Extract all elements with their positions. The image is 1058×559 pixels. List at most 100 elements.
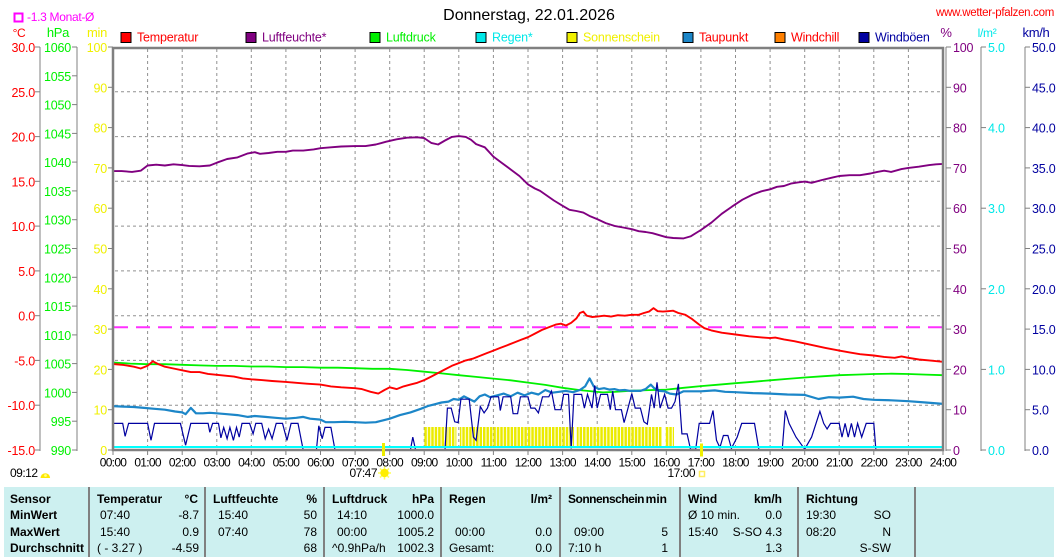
svg-text:20: 20 [953,363,967,377]
svg-text:50: 50 [953,243,967,257]
svg-text:1020: 1020 [44,271,71,285]
svg-text:21:00: 21:00 [826,456,854,470]
svg-text:45.0: 45.0 [1032,81,1056,95]
svg-text:02:00: 02:00 [169,456,197,470]
svg-text:5.0: 5.0 [988,41,1005,55]
svg-text:04:00: 04:00 [238,456,266,470]
svg-text:20: 20 [93,363,107,377]
svg-text:06:00: 06:00 [307,456,335,470]
svg-text:40: 40 [953,283,967,297]
svg-text:11:00: 11:00 [481,456,508,470]
svg-text:07:47: 07:47 [349,466,377,480]
svg-text:Luftfeuchte*: Luftfeuchte* [262,31,327,45]
svg-text:40: 40 [93,283,107,297]
svg-text:%: % [940,25,952,40]
svg-text:1005: 1005 [44,358,71,372]
svg-text:Luftdruck: Luftdruck [386,31,437,45]
svg-text:Windböen: Windböen [875,31,930,45]
svg-text:3.0: 3.0 [988,202,1005,216]
svg-text:13:00: 13:00 [549,456,577,470]
svg-text:50: 50 [93,243,107,257]
svg-text:1015: 1015 [44,300,71,314]
svg-text:09:12: 09:12 [10,466,38,480]
svg-text:10: 10 [93,404,107,418]
svg-text:2.0: 2.0 [988,283,1005,297]
svg-text:1055: 1055 [44,70,71,84]
svg-text:24:00: 24:00 [930,456,958,470]
svg-text:-10.0: -10.0 [8,399,36,413]
svg-text:1060: 1060 [44,41,71,55]
svg-text:100: 100 [87,41,108,55]
svg-text:www.wetter-pfalzen.com: www.wetter-pfalzen.com [935,7,1054,19]
svg-text:07:00: 07:00 [342,456,370,470]
svg-text:08:00: 08:00 [376,456,404,470]
svg-text:1030: 1030 [44,214,71,228]
svg-text:35.0: 35.0 [1032,162,1056,176]
svg-text:Donnerstag, 22.01.2026: Donnerstag, 22.01.2026 [443,7,615,24]
svg-text:22:00: 22:00 [861,456,889,470]
svg-text:10:00: 10:00 [446,456,474,470]
svg-text:1045: 1045 [44,127,71,141]
svg-text:16:00: 16:00 [653,456,681,470]
svg-text:80: 80 [93,122,107,136]
svg-text:990: 990 [51,444,72,458]
svg-text:40.0: 40.0 [1032,122,1056,136]
svg-text:1000: 1000 [44,386,71,400]
svg-text:0: 0 [100,444,107,458]
svg-text:hPa: hPa [47,25,70,40]
svg-text:60: 60 [953,202,967,216]
svg-text:995: 995 [51,415,72,429]
svg-text:Windchill: Windchill [791,31,839,45]
svg-text:0: 0 [953,444,960,458]
svg-text:10.0: 10.0 [11,220,35,234]
svg-text:km/h: km/h [1023,25,1050,40]
svg-text:12:00: 12:00 [515,456,543,470]
svg-text:Sonnenschein: Sonnenschein [583,31,660,45]
svg-text:17:00: 17:00 [688,456,716,470]
svg-text:80: 80 [953,122,967,136]
svg-text:1040: 1040 [44,156,71,170]
svg-text:1.0: 1.0 [988,363,1005,377]
svg-text:90: 90 [953,81,967,95]
svg-text:1010: 1010 [44,329,71,343]
svg-text:19:00: 19:00 [757,456,785,470]
svg-text:15:00: 15:00 [618,456,646,470]
svg-text:25.0: 25.0 [1032,243,1056,257]
svg-text:10: 10 [953,404,967,418]
svg-text:01:00: 01:00 [134,456,162,470]
svg-text:09:00: 09:00 [411,456,439,470]
svg-text:0.0: 0.0 [1032,444,1049,458]
svg-text:20.0: 20.0 [11,131,35,145]
svg-text:90: 90 [93,81,107,95]
svg-text:30: 30 [93,323,107,337]
svg-text:°C: °C [13,26,26,40]
svg-text:10.0: 10.0 [1032,363,1056,377]
svg-text:30: 30 [953,323,967,337]
svg-text:15.0: 15.0 [1032,323,1056,337]
svg-text:1025: 1025 [44,243,71,257]
svg-text:0.0: 0.0 [988,444,1005,458]
svg-text:70: 70 [93,162,107,176]
svg-text:05:00: 05:00 [273,456,301,470]
svg-text:l/m²: l/m² [978,26,997,40]
svg-text:Regen*: Regen* [492,31,533,45]
svg-text:14:00: 14:00 [584,456,612,470]
svg-text:60: 60 [93,202,107,216]
svg-text:18:00: 18:00 [722,456,750,470]
svg-text:-1.3 Monat-Ø: -1.3 Monat-Ø [27,10,94,24]
svg-text:-15.0: -15.0 [8,444,36,458]
svg-text:70: 70 [953,162,967,176]
svg-text:25.0: 25.0 [11,86,35,100]
svg-text:30.0: 30.0 [1032,202,1056,216]
svg-text:23:00: 23:00 [895,456,923,470]
svg-text:100: 100 [953,41,974,55]
svg-text:-5.0: -5.0 [14,354,35,368]
svg-text:0.0: 0.0 [18,310,35,324]
svg-text:1035: 1035 [44,185,71,199]
svg-text:min: min [87,25,107,40]
svg-text:4.0: 4.0 [988,122,1005,136]
svg-text:20.0: 20.0 [1032,283,1056,297]
svg-text:20:00: 20:00 [791,456,819,470]
svg-text:00:00: 00:00 [100,456,128,470]
svg-text:5.0: 5.0 [1032,404,1049,418]
